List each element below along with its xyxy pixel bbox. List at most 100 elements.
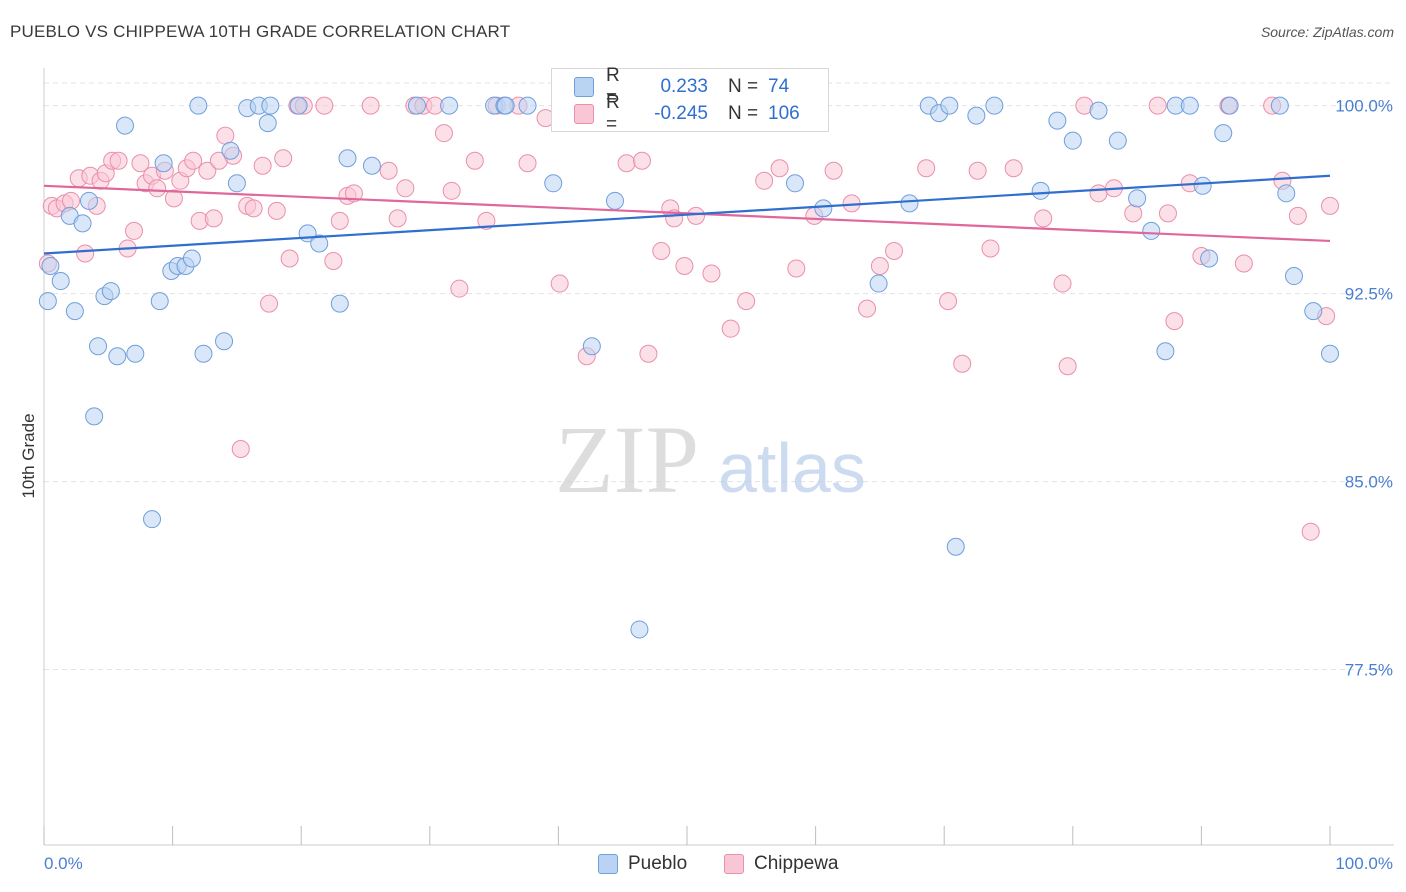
pueblo-n-label: N =: [728, 76, 759, 97]
pueblo-point-24: [221, 141, 240, 160]
chippewa-point-42: [330, 211, 349, 230]
pueblo-point-23: [215, 332, 234, 351]
chippewa-point-32: [244, 199, 263, 218]
chippewa-point-74: [721, 319, 740, 338]
chippewa-point-33: [253, 156, 272, 175]
pueblo-point-21: [189, 96, 208, 115]
pueblo-point-15: [150, 292, 169, 311]
legend-item-pueblo[interactable]: Pueblo: [598, 853, 687, 875]
chippewa-point-110: [1321, 196, 1339, 215]
pueblo-point-73: [1220, 96, 1239, 115]
chippewa-point-71: [675, 257, 694, 276]
pueblo-r-value: 0.233: [660, 76, 708, 97]
pueblo-point-40: [496, 96, 515, 115]
pueblo-point-58: [967, 106, 986, 125]
pueblo-point-14: [143, 510, 162, 529]
pueblo-point-59: [985, 96, 1004, 115]
pueblo-point-76: [1284, 267, 1303, 286]
chippewa-point-78: [787, 259, 806, 278]
chippewa-point-61: [550, 274, 569, 293]
chippewa-legend-swatch: [724, 854, 744, 874]
chippewa-n-value: 106: [768, 103, 800, 124]
chippewa-point-86: [939, 292, 958, 311]
y-tick-label-3: 77.5%: [1345, 661, 1393, 680]
pueblo-point-29: [261, 96, 280, 115]
chippewa-point-28: [216, 126, 235, 145]
watermark-zip: ZIP: [555, 406, 699, 513]
pueblo-point-51: [814, 199, 833, 218]
chippewa-point-55: [465, 151, 484, 170]
pueblo-point-11: [108, 347, 127, 366]
pueblo-point-4: [65, 302, 84, 321]
chippewa-point-65: [617, 154, 636, 173]
chippewa-point-97: [1124, 204, 1143, 223]
chippewa-point-107: [1288, 206, 1307, 225]
chippewa-point-36: [274, 149, 293, 168]
pueblo-point-22: [194, 344, 213, 363]
pueblo-point-36: [407, 96, 426, 115]
chippewa-point-83: [870, 257, 889, 276]
pueblo-point-42: [544, 174, 563, 193]
chippewa-point-45: [361, 96, 380, 115]
pueblo-point-25: [227, 174, 246, 193]
pueblo-trend-line: [43, 174, 1331, 255]
pueblo-point-61: [1048, 111, 1067, 130]
pueblo-point-30: [289, 96, 308, 115]
chippewa-point-82: [858, 299, 877, 318]
pueblo-point-7: [85, 407, 104, 426]
chippewa-point-84: [885, 241, 904, 260]
y-tick-label-0: 100.0%: [1335, 97, 1393, 116]
chippewa-point-108: [1301, 522, 1320, 541]
chippewa-point-98: [1148, 96, 1167, 115]
pueblo-point-12: [116, 116, 135, 135]
pueblo-point-10: [101, 282, 120, 301]
pueblo-point-0: [38, 292, 57, 311]
chippewa-trend-line: [43, 184, 1331, 243]
pueblo-point-28: [258, 114, 277, 133]
chippewa-point-76: [755, 171, 774, 190]
pueblo-point-34: [338, 149, 357, 168]
series-legend: Pueblo Chippewa: [0, 853, 1406, 877]
chippewa-point-92: [1053, 274, 1072, 293]
chippewa-point-4: [62, 191, 81, 210]
chippewa-point-41: [324, 251, 343, 270]
pueblo-point-57: [946, 537, 965, 556]
chippewa-point-40: [315, 96, 334, 115]
axes-layer: [43, 68, 1394, 846]
chippewa-point-77: [770, 159, 789, 178]
grid-layer: [44, 82, 1394, 671]
chippewa-point-73: [702, 264, 721, 283]
y-axis-label: 10th Grade: [19, 413, 38, 498]
chippewa-point-52: [434, 124, 453, 143]
chippewa-point-54: [450, 279, 469, 298]
chippewa-r-label: R =: [606, 92, 620, 135]
chippewa-point-30: [231, 439, 250, 458]
pueblo-point-70: [1193, 176, 1212, 195]
chippewa-n-label: N =: [728, 103, 759, 124]
pueblo-point-63: [1089, 101, 1108, 120]
pueblo-point-60: [1031, 181, 1050, 200]
pueblo-point-44: [582, 337, 601, 356]
chippewa-point-18: [148, 179, 167, 198]
pueblo-point-67: [1156, 342, 1175, 361]
chippewa-point-34: [260, 294, 279, 313]
pueblo-point-13: [126, 344, 145, 363]
pueblo-point-37: [440, 96, 459, 115]
chippewa-point-23: [184, 151, 203, 170]
trend-layer: [43, 174, 1331, 255]
pueblo-point-50: [786, 174, 805, 193]
pueblo-point-1: [41, 257, 60, 276]
chippewa-point-91: [1034, 209, 1053, 228]
pueblo-point-65: [1128, 189, 1147, 208]
pueblo-point-62: [1063, 131, 1082, 150]
chippewa-point-14: [125, 221, 144, 240]
pueblo-point-2: [51, 272, 70, 291]
pueblo-point-33: [330, 294, 349, 313]
chart-source: Source: ZipAtlas.com: [1260, 24, 1394, 40]
pueblo-legend-label: Pueblo: [628, 853, 688, 874]
chippewa-point-26: [204, 209, 223, 228]
legend-item-chippewa[interactable]: Chippewa: [724, 853, 839, 875]
chippewa-point-35: [267, 201, 286, 220]
chippewa-point-12: [109, 151, 128, 170]
pueblo-point-32: [310, 234, 329, 253]
